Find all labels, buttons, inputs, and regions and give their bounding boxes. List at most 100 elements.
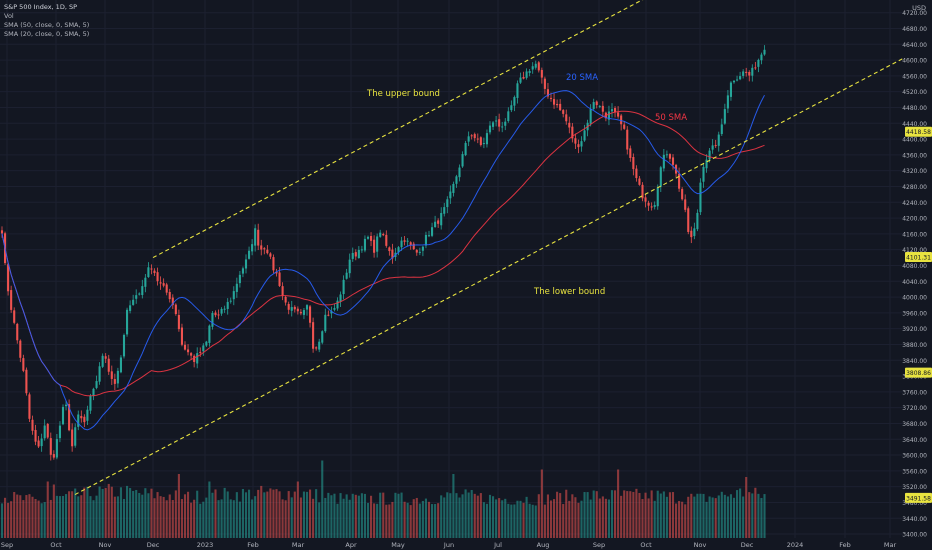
candle-body — [684, 199, 687, 210]
price-axis[interactable]: 3400.00 3440.00 3480.00 3520.00 3560.00 3600.… — [902, 4, 932, 539]
volume-bar — [412, 499, 415, 538]
candle-body — [577, 144, 580, 148]
volume-bar — [336, 503, 339, 538]
candle-body — [589, 109, 592, 124]
volume-bar — [568, 500, 571, 538]
volume-bar — [266, 491, 269, 538]
volume-bar — [363, 493, 366, 538]
candle-body — [446, 199, 449, 208]
price-tick-label: 4240.00 — [902, 200, 927, 207]
candle-body — [540, 69, 543, 78]
candle-body — [272, 257, 275, 271]
candle-body — [583, 130, 586, 141]
candle-body — [418, 251, 421, 253]
volume-bar — [171, 499, 174, 538]
candle-body — [437, 220, 440, 224]
candle-body — [339, 294, 342, 302]
candle-body — [681, 189, 684, 200]
volume-bar — [388, 504, 391, 538]
candle-body — [214, 312, 217, 316]
volume-bar — [382, 492, 385, 538]
volume-bar — [580, 500, 583, 538]
candle-body — [46, 423, 49, 438]
candle-body — [531, 66, 534, 70]
candle-body — [22, 358, 25, 371]
channel-lines[interactable] — [74, 0, 904, 496]
volume-bar — [98, 486, 101, 538]
candle-body — [458, 167, 461, 178]
volume-bar — [464, 489, 467, 538]
candle-body — [440, 212, 443, 226]
volume-bar — [748, 492, 751, 538]
volume-bar — [394, 492, 397, 538]
annotations: The upper bound The lower bound 20 SMA 50 S… — [366, 73, 687, 297]
volume-bar — [312, 498, 315, 538]
time-tick-label: Jul — [493, 541, 502, 549]
candle-body — [720, 124, 723, 134]
candle-body — [122, 334, 126, 357]
legend-sma50[interactable]: SMA (50, close, 0, SMA, 5) — [4, 21, 90, 29]
time-axis[interactable]: Sep Oct Nov Dec 2023 Feb Mar Apr May Jun Jul Aug Sep… — [1, 541, 897, 549]
candle-body — [424, 234, 427, 246]
volume-bar — [162, 496, 165, 538]
candle-body — [251, 244, 254, 252]
volume-bar — [174, 490, 177, 538]
volume-bar — [675, 503, 678, 538]
candle-body — [113, 379, 116, 384]
volume-bar — [452, 474, 455, 538]
volume-bar — [543, 504, 546, 538]
candle-body — [498, 119, 501, 127]
candle-body — [556, 103, 559, 106]
currency-label: USD — [912, 4, 926, 12]
price-tick-label: 3840.00 — [902, 358, 927, 365]
candle-body — [495, 120, 498, 122]
volume-bar — [751, 493, 754, 538]
candle-body — [647, 202, 650, 206]
candle-body — [665, 154, 668, 156]
candle-body — [443, 207, 446, 214]
candle-body — [342, 279, 345, 295]
volume-bar — [187, 491, 190, 538]
volume-bar — [623, 490, 626, 538]
candle-body — [693, 228, 696, 237]
candle-body — [354, 252, 357, 257]
price-tick-label: 4440.00 — [902, 121, 927, 128]
legend-vol[interactable]: Vol — [4, 12, 14, 20]
volume-bar — [522, 502, 525, 538]
candle-body — [607, 111, 610, 120]
candle-body — [629, 148, 632, 158]
price-tick-label: 4000.00 — [902, 295, 927, 302]
price-tick-label: 4080.00 — [902, 263, 927, 270]
legend-title[interactable]: S&P 500 Index, 1D, SP — [4, 3, 77, 11]
volume-bar — [705, 501, 708, 538]
volume-bar — [275, 489, 278, 538]
candle-body — [516, 83, 519, 98]
candle-body — [52, 454, 55, 458]
time-tick-label: Nov — [694, 541, 707, 549]
candle-body — [360, 249, 363, 251]
volume-bar — [726, 496, 729, 538]
candle-body — [10, 290, 13, 310]
candle-body — [254, 228, 257, 246]
volume-bar — [754, 487, 757, 538]
volume-bar — [37, 500, 40, 538]
volume-bar — [159, 496, 162, 538]
volume-bar — [458, 497, 461, 538]
candle-body — [620, 115, 623, 125]
volume-bar — [607, 499, 610, 538]
candle-body — [357, 249, 360, 259]
volume-bar — [556, 491, 559, 538]
candle-body — [702, 166, 705, 182]
candle-body — [147, 267, 150, 278]
legend-sma20[interactable]: SMA (20, close, 0, SMA, 5) — [4, 30, 90, 38]
candle-body — [610, 109, 614, 112]
price-tag: 3491.58 — [906, 495, 931, 502]
volume-bar — [360, 493, 363, 538]
candle-body — [476, 138, 479, 140]
candle-body — [260, 245, 263, 250]
candle-body — [92, 388, 95, 397]
price-tick-label: 4160.00 — [902, 231, 927, 238]
candle-body — [485, 133, 488, 145]
volume-bar — [549, 500, 553, 538]
